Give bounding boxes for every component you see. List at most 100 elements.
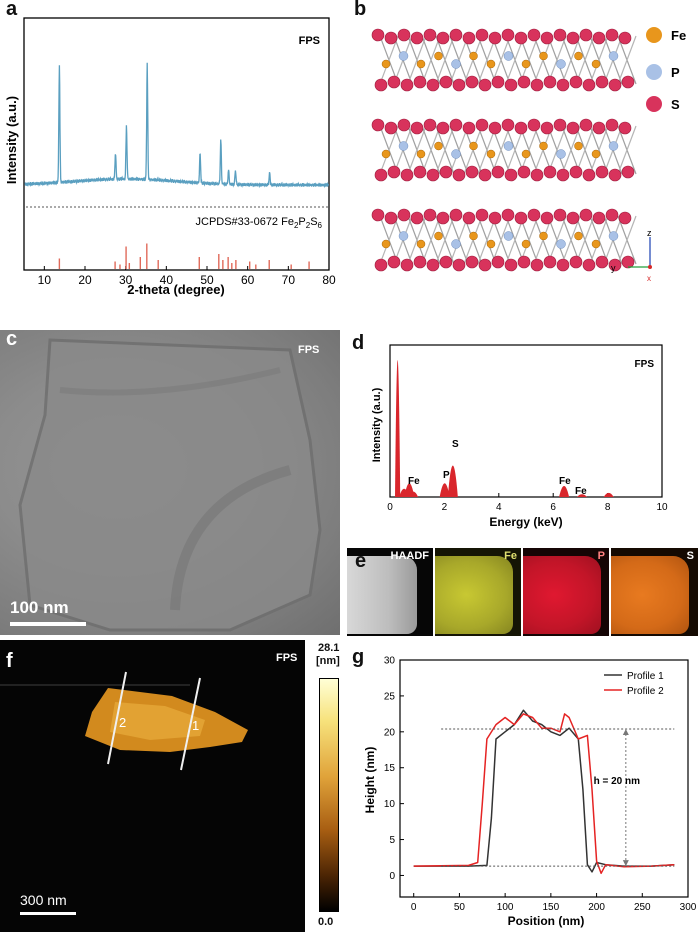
s-atom <box>491 255 505 269</box>
height-legend: Profile 1 Profile 2 <box>604 671 664 697</box>
fe-atom <box>486 149 496 159</box>
fe-atom <box>416 239 426 249</box>
s-atom <box>410 121 424 135</box>
fe-atom <box>434 231 443 241</box>
p-atom <box>398 51 409 61</box>
bond <box>449 35 469 85</box>
s-atom <box>514 211 528 225</box>
s-atom <box>426 168 440 182</box>
s-atom <box>556 258 570 272</box>
s-atom <box>410 211 424 225</box>
afm-line-label-1: 1 <box>192 718 199 733</box>
bond <box>379 125 399 175</box>
fe-atom <box>539 231 548 241</box>
afm-colorbar-unit: [nm] <box>316 655 340 667</box>
xrd-pattern-line <box>24 62 330 189</box>
afm-scale-label: 300 nm <box>20 892 67 908</box>
s-atom <box>371 28 385 42</box>
eds-tick-label: 8 <box>605 502 611 513</box>
s-atom <box>488 31 502 45</box>
p-atom <box>503 51 514 61</box>
panel-e: HAADF Fe P S e <box>347 548 698 636</box>
s-atom <box>423 28 437 42</box>
bond <box>477 125 497 175</box>
p-atom <box>608 51 619 61</box>
s-atom <box>621 255 635 269</box>
p-atom <box>556 59 566 69</box>
height-y-tick-label: 25 <box>384 691 396 702</box>
crystal-structure: Fe P S z y x <box>371 27 686 283</box>
xrd-plot-frame <box>23 17 330 271</box>
s-atom <box>423 208 437 222</box>
bond <box>379 215 399 265</box>
afm-line-label-2: 2 <box>119 715 126 730</box>
s-atom <box>514 121 528 135</box>
s-atom <box>413 165 427 179</box>
height-annotation-text: h = 20 nm <box>594 776 641 787</box>
s-atom <box>478 168 492 182</box>
eds-peak-label-p: P <box>443 470 450 481</box>
s-atom <box>553 208 567 222</box>
s-atom <box>514 31 528 45</box>
legend-s-atom <box>646 96 662 112</box>
tem-scale-bar <box>10 622 86 626</box>
p-atom <box>556 239 566 249</box>
bond <box>491 215 511 265</box>
fe-atom <box>574 231 583 241</box>
bond <box>589 35 609 85</box>
fe-atom <box>381 149 391 159</box>
axis-x-label: x <box>647 274 651 283</box>
s-atom <box>384 31 398 45</box>
fe-atom <box>469 231 478 241</box>
s-atom <box>478 258 492 272</box>
s-atom <box>504 168 518 182</box>
eds-peak <box>577 494 588 497</box>
xrd-x-axis-label: 2-theta (degree) <box>127 282 225 297</box>
s-atom <box>543 165 557 179</box>
s-atom <box>517 255 531 269</box>
bond <box>561 215 581 265</box>
panel-label-b: b <box>354 0 367 20</box>
eds-x-ticks: 0 2 4 6 8 10 <box>387 493 668 513</box>
height-x-tick-label: 100 <box>497 902 514 913</box>
fe-atom <box>416 149 426 159</box>
crystal-layer <box>371 208 637 272</box>
afm-colorbar <box>319 678 339 912</box>
p-atom <box>451 59 461 69</box>
axis-triad: z y x <box>611 228 652 283</box>
s-atom <box>530 168 544 182</box>
s-atom <box>618 211 632 225</box>
p-atom <box>556 149 566 159</box>
s-atom <box>517 75 531 89</box>
fe-atom <box>416 59 426 69</box>
tem-scale-label: 100 nm <box>10 598 69 617</box>
height-x-axis-label: Position (nm) <box>508 914 585 928</box>
bond <box>617 125 637 175</box>
p-atom <box>608 231 619 241</box>
eds-tick-label: 2 <box>442 502 448 513</box>
eds-tick-label: 4 <box>496 502 502 513</box>
s-atom <box>527 28 541 42</box>
s-atom <box>423 118 437 132</box>
structure-legend: Fe P S <box>646 27 686 112</box>
panel-label-g: g <box>352 646 365 668</box>
panel-label-d: d <box>352 332 365 354</box>
xrd-tick-label: 10 <box>38 273 52 287</box>
afm-colorbar-min: 0.0 <box>318 916 334 928</box>
s-atom <box>556 78 570 92</box>
xrd-tick-label: 30 <box>119 273 133 287</box>
xrd-tick-label: 40 <box>160 273 174 287</box>
s-atom <box>608 258 622 272</box>
map-fe: Fe <box>435 548 521 636</box>
s-atom <box>501 28 515 42</box>
legend-p-atom <box>646 64 662 80</box>
s-atom <box>452 168 466 182</box>
s-atom <box>608 78 622 92</box>
s-atom <box>413 75 427 89</box>
s-atom <box>540 211 554 225</box>
axis-z-label: z <box>647 228 652 238</box>
s-atom <box>540 121 554 135</box>
s-atom <box>426 78 440 92</box>
s-atom <box>501 208 515 222</box>
height-profile-line-1 <box>413 709 675 873</box>
